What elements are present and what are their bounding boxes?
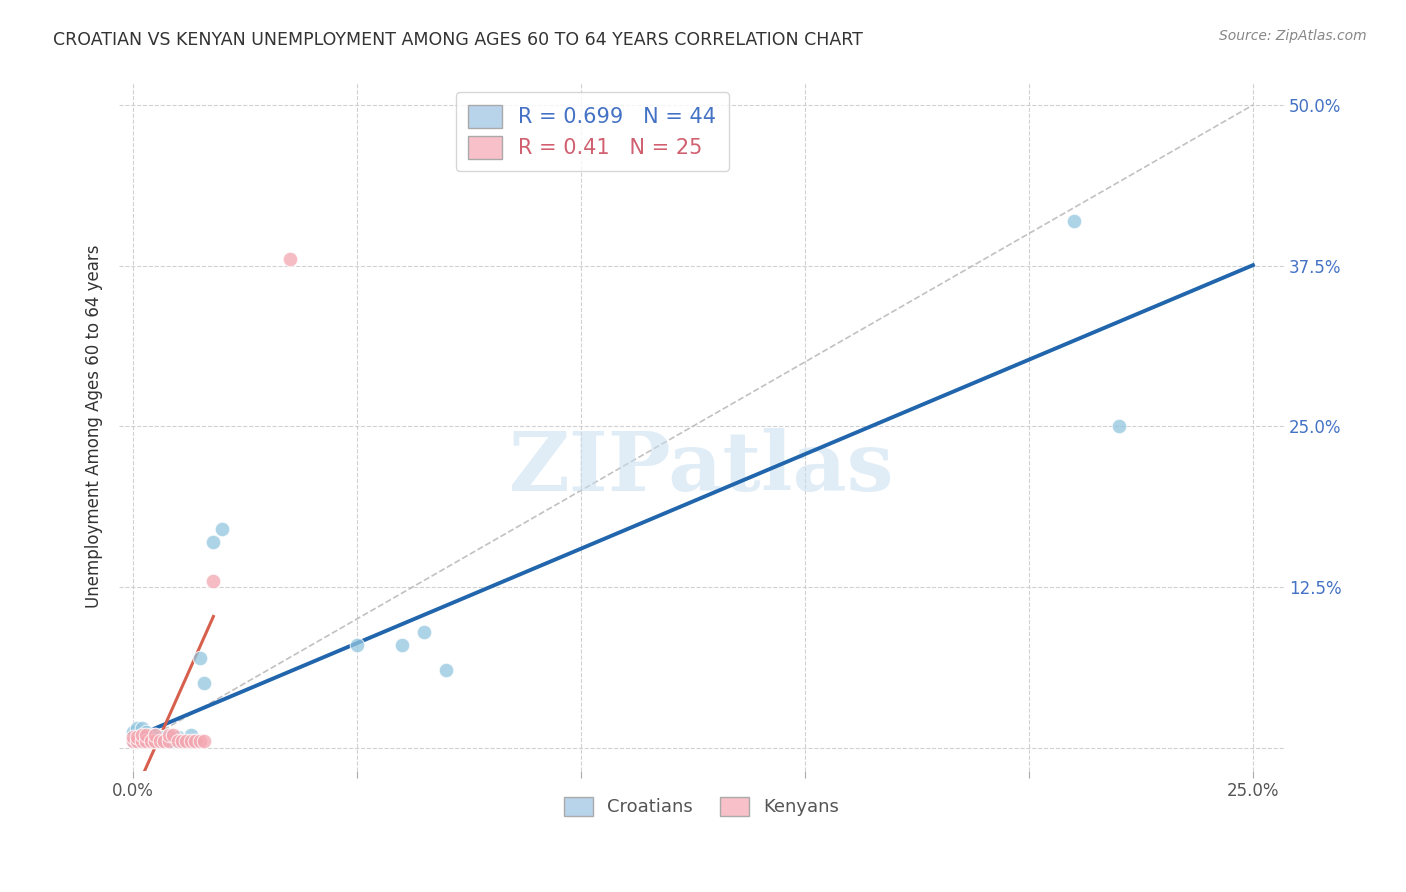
- Point: [127, 728, 149, 742]
- Point: [176, 734, 198, 748]
- Point: [193, 676, 215, 690]
- Point: [202, 574, 225, 588]
- Point: [188, 734, 211, 748]
- Point: [139, 734, 162, 748]
- Point: [149, 734, 172, 748]
- Point: [166, 734, 188, 748]
- Point: [131, 734, 153, 748]
- Point: [121, 725, 143, 739]
- Point: [184, 734, 207, 748]
- Point: [153, 734, 176, 748]
- Point: [127, 734, 149, 748]
- Point: [149, 734, 172, 748]
- Point: [121, 731, 143, 745]
- Point: [149, 731, 172, 745]
- Point: [127, 721, 149, 735]
- Point: [162, 728, 184, 742]
- Point: [131, 721, 153, 735]
- Point: [131, 731, 153, 745]
- Point: [1063, 213, 1085, 227]
- Point: [121, 734, 143, 748]
- Point: [1108, 419, 1130, 434]
- Point: [202, 535, 225, 549]
- Point: [135, 734, 157, 748]
- Point: [143, 728, 166, 742]
- Y-axis label: Unemployment Among Ages 60 to 64 years: Unemployment Among Ages 60 to 64 years: [86, 244, 103, 608]
- Point: [143, 728, 166, 742]
- Point: [127, 734, 149, 748]
- Point: [121, 734, 143, 748]
- Text: ZIPatlas: ZIPatlas: [509, 427, 894, 508]
- Point: [127, 731, 149, 745]
- Text: Source: ZipAtlas.com: Source: ZipAtlas.com: [1219, 29, 1367, 43]
- Point: [135, 725, 157, 739]
- Point: [139, 728, 162, 742]
- Point: [166, 731, 188, 745]
- Point: [131, 728, 153, 742]
- Point: [139, 731, 162, 745]
- Point: [131, 728, 153, 742]
- Legend: Croatians, Kenyans: Croatians, Kenyans: [557, 789, 846, 823]
- Point: [346, 638, 368, 652]
- Point: [135, 728, 157, 742]
- Point: [135, 728, 157, 742]
- Point: [180, 728, 202, 742]
- Point: [413, 624, 436, 639]
- Point: [391, 638, 413, 652]
- Point: [153, 734, 176, 748]
- Point: [193, 734, 215, 748]
- Point: [188, 650, 211, 665]
- Point: [184, 734, 207, 748]
- Point: [153, 731, 176, 745]
- Point: [135, 734, 157, 748]
- Point: [121, 731, 143, 745]
- Point: [278, 252, 301, 267]
- Point: [139, 734, 162, 748]
- Point: [170, 734, 193, 748]
- Point: [127, 731, 149, 745]
- Point: [131, 734, 153, 748]
- Point: [170, 734, 193, 748]
- Point: [143, 734, 166, 748]
- Text: CROATIAN VS KENYAN UNEMPLOYMENT AMONG AGES 60 TO 64 YEARS CORRELATION CHART: CROATIAN VS KENYAN UNEMPLOYMENT AMONG AG…: [53, 31, 863, 49]
- Point: [211, 522, 233, 536]
- Point: [162, 734, 184, 748]
- Point: [434, 664, 457, 678]
- Point: [157, 728, 180, 742]
- Point: [157, 734, 180, 748]
- Point: [157, 734, 180, 748]
- Point: [135, 731, 157, 746]
- Point: [143, 734, 166, 748]
- Point: [166, 734, 188, 748]
- Point: [143, 731, 166, 745]
- Point: [157, 731, 180, 745]
- Point: [180, 734, 202, 748]
- Point: [176, 734, 198, 748]
